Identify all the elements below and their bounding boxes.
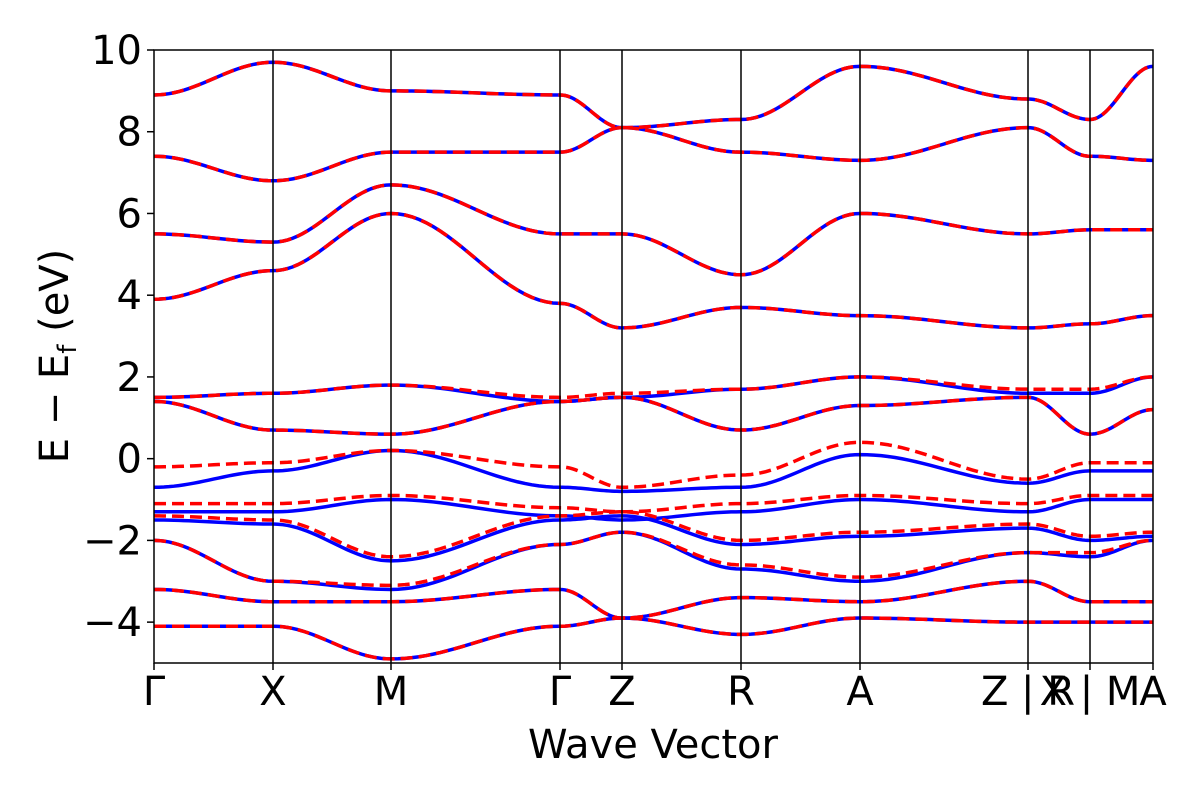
band-line-red-dashed bbox=[154, 125, 1153, 183]
x-tick-label: R bbox=[727, 669, 755, 715]
x-tick-label: Z bbox=[608, 669, 635, 715]
band-line-red-dashed bbox=[154, 211, 1153, 330]
x-tick-label: A bbox=[846, 669, 874, 715]
band-line-red-dashed bbox=[154, 183, 1153, 277]
x-tick-label: X | M bbox=[1040, 669, 1141, 715]
band-line-blue bbox=[154, 60, 1153, 130]
x-tick-label: Γ bbox=[549, 669, 572, 715]
band-line-blue bbox=[154, 211, 1153, 330]
x-axis-label: Wave Vector bbox=[528, 722, 779, 768]
band-line-red-dashed bbox=[154, 530, 1153, 588]
y-tick-label: 6 bbox=[117, 191, 142, 237]
band-line-red-dashed bbox=[154, 395, 1153, 436]
x-tick-label: Γ bbox=[143, 669, 166, 715]
band-line-blue bbox=[154, 497, 1153, 522]
y-tick-label: −4 bbox=[83, 600, 142, 646]
x-tick-label: M bbox=[374, 669, 409, 715]
y-tick-label: 2 bbox=[117, 355, 142, 401]
band-line-blue bbox=[154, 530, 1153, 592]
y-axis-label: E − Ef (eV) bbox=[32, 249, 83, 464]
x-tick-label: X bbox=[259, 669, 286, 715]
band-line-blue bbox=[154, 375, 1153, 404]
band-line-red-dashed bbox=[154, 440, 1153, 490]
y-axis-label-tail: (eV) bbox=[32, 249, 78, 345]
y-axis-label-sub: f bbox=[53, 344, 83, 354]
band-line-red-dashed bbox=[154, 375, 1153, 400]
y-tick-label: 0 bbox=[117, 437, 142, 483]
band-line-red-dashed bbox=[154, 493, 1153, 514]
band-line-blue bbox=[154, 125, 1153, 183]
y-tick-label: 4 bbox=[117, 273, 142, 319]
band-line-blue bbox=[154, 514, 1153, 563]
band-line-red-dashed bbox=[154, 60, 1153, 130]
band-line-red-dashed bbox=[154, 510, 1153, 559]
band-line-red-dashed bbox=[154, 579, 1153, 620]
x-tick-label: A bbox=[1139, 669, 1167, 715]
plot-frame bbox=[153, 49, 1154, 664]
high-symmetry-lines bbox=[272, 50, 1091, 663]
bands-layer bbox=[154, 60, 1153, 661]
y-axis-ticks: −4 −2 0 2 4 6 8 10 bbox=[83, 28, 154, 646]
x-tick-label: Z | R bbox=[981, 669, 1075, 715]
y-tick-label: 10 bbox=[91, 28, 142, 74]
band-line-blue bbox=[154, 616, 1153, 661]
band-line-blue bbox=[154, 448, 1153, 494]
y-axis-label-main: E − E bbox=[32, 354, 78, 464]
y-tick-label: 8 bbox=[117, 110, 142, 156]
band-line-blue bbox=[154, 579, 1153, 620]
band-line-red-dashed bbox=[154, 616, 1153, 661]
y-tick-label: −2 bbox=[83, 518, 142, 564]
